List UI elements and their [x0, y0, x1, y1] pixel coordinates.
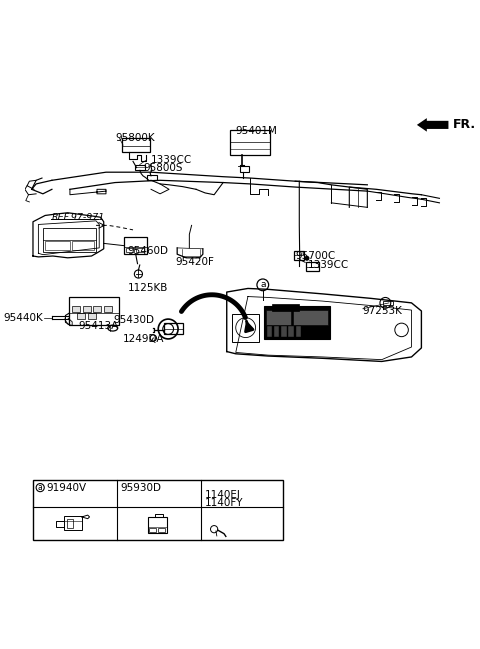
Bar [33, 480, 283, 540]
Bar [306, 262, 319, 271]
Bar [240, 166, 249, 172]
Bar [281, 326, 287, 337]
Text: a: a [38, 483, 43, 492]
Bar [126, 248, 134, 252]
Text: 91940V: 91940V [47, 483, 86, 493]
Bar [124, 237, 147, 254]
Text: 1339CC: 1339CC [151, 156, 192, 165]
Text: FR.: FR. [453, 118, 476, 131]
Bar [72, 241, 94, 250]
Bar [67, 519, 73, 528]
Bar [64, 516, 82, 530]
Bar [88, 313, 96, 319]
Bar [272, 304, 299, 311]
Bar [383, 300, 394, 305]
Text: 95700C: 95700C [295, 251, 336, 261]
Text: 95413A: 95413A [78, 321, 118, 331]
Bar [135, 165, 145, 171]
Text: 97253K: 97253K [362, 306, 402, 316]
Circle shape [305, 256, 309, 260]
Bar [158, 528, 165, 532]
Bar [45, 241, 70, 250]
Bar [267, 326, 272, 337]
Bar [264, 306, 330, 339]
Bar [266, 310, 291, 324]
FancyArrow shape [417, 118, 448, 132]
Bar [147, 175, 157, 180]
Bar [43, 228, 96, 252]
Bar [69, 297, 120, 324]
Text: 95800S: 95800S [143, 163, 182, 173]
Bar [149, 528, 156, 532]
Bar [296, 326, 301, 337]
Text: a: a [260, 280, 265, 289]
Bar [232, 313, 259, 341]
Text: 1140FY: 1140FY [205, 498, 244, 508]
Bar [230, 130, 270, 155]
Bar [104, 306, 112, 312]
Bar [293, 310, 328, 324]
Text: 95800K: 95800K [115, 134, 155, 143]
Bar [72, 306, 80, 312]
Bar [288, 326, 294, 337]
Text: 1125KB: 1125KB [128, 283, 168, 293]
Text: 95401M: 95401M [236, 126, 277, 136]
Text: 95930D: 95930D [121, 483, 162, 493]
Text: REF.97-971: REF.97-971 [52, 213, 105, 222]
Text: 1249DA: 1249DA [123, 334, 165, 344]
Bar [136, 248, 144, 252]
Bar [77, 313, 85, 319]
Bar [122, 138, 150, 153]
Text: 95430D: 95430D [114, 315, 155, 325]
Bar [164, 323, 182, 334]
Text: 1339CC: 1339CC [308, 260, 349, 270]
Text: 95460D: 95460D [128, 245, 168, 256]
Text: 1140EJ: 1140EJ [205, 490, 241, 500]
Bar [294, 251, 304, 260]
Bar [148, 517, 167, 533]
Bar [83, 306, 91, 312]
Bar [274, 326, 279, 337]
Bar [94, 306, 101, 312]
Text: 95440K: 95440K [3, 313, 43, 323]
Text: 95420F: 95420F [176, 257, 215, 267]
